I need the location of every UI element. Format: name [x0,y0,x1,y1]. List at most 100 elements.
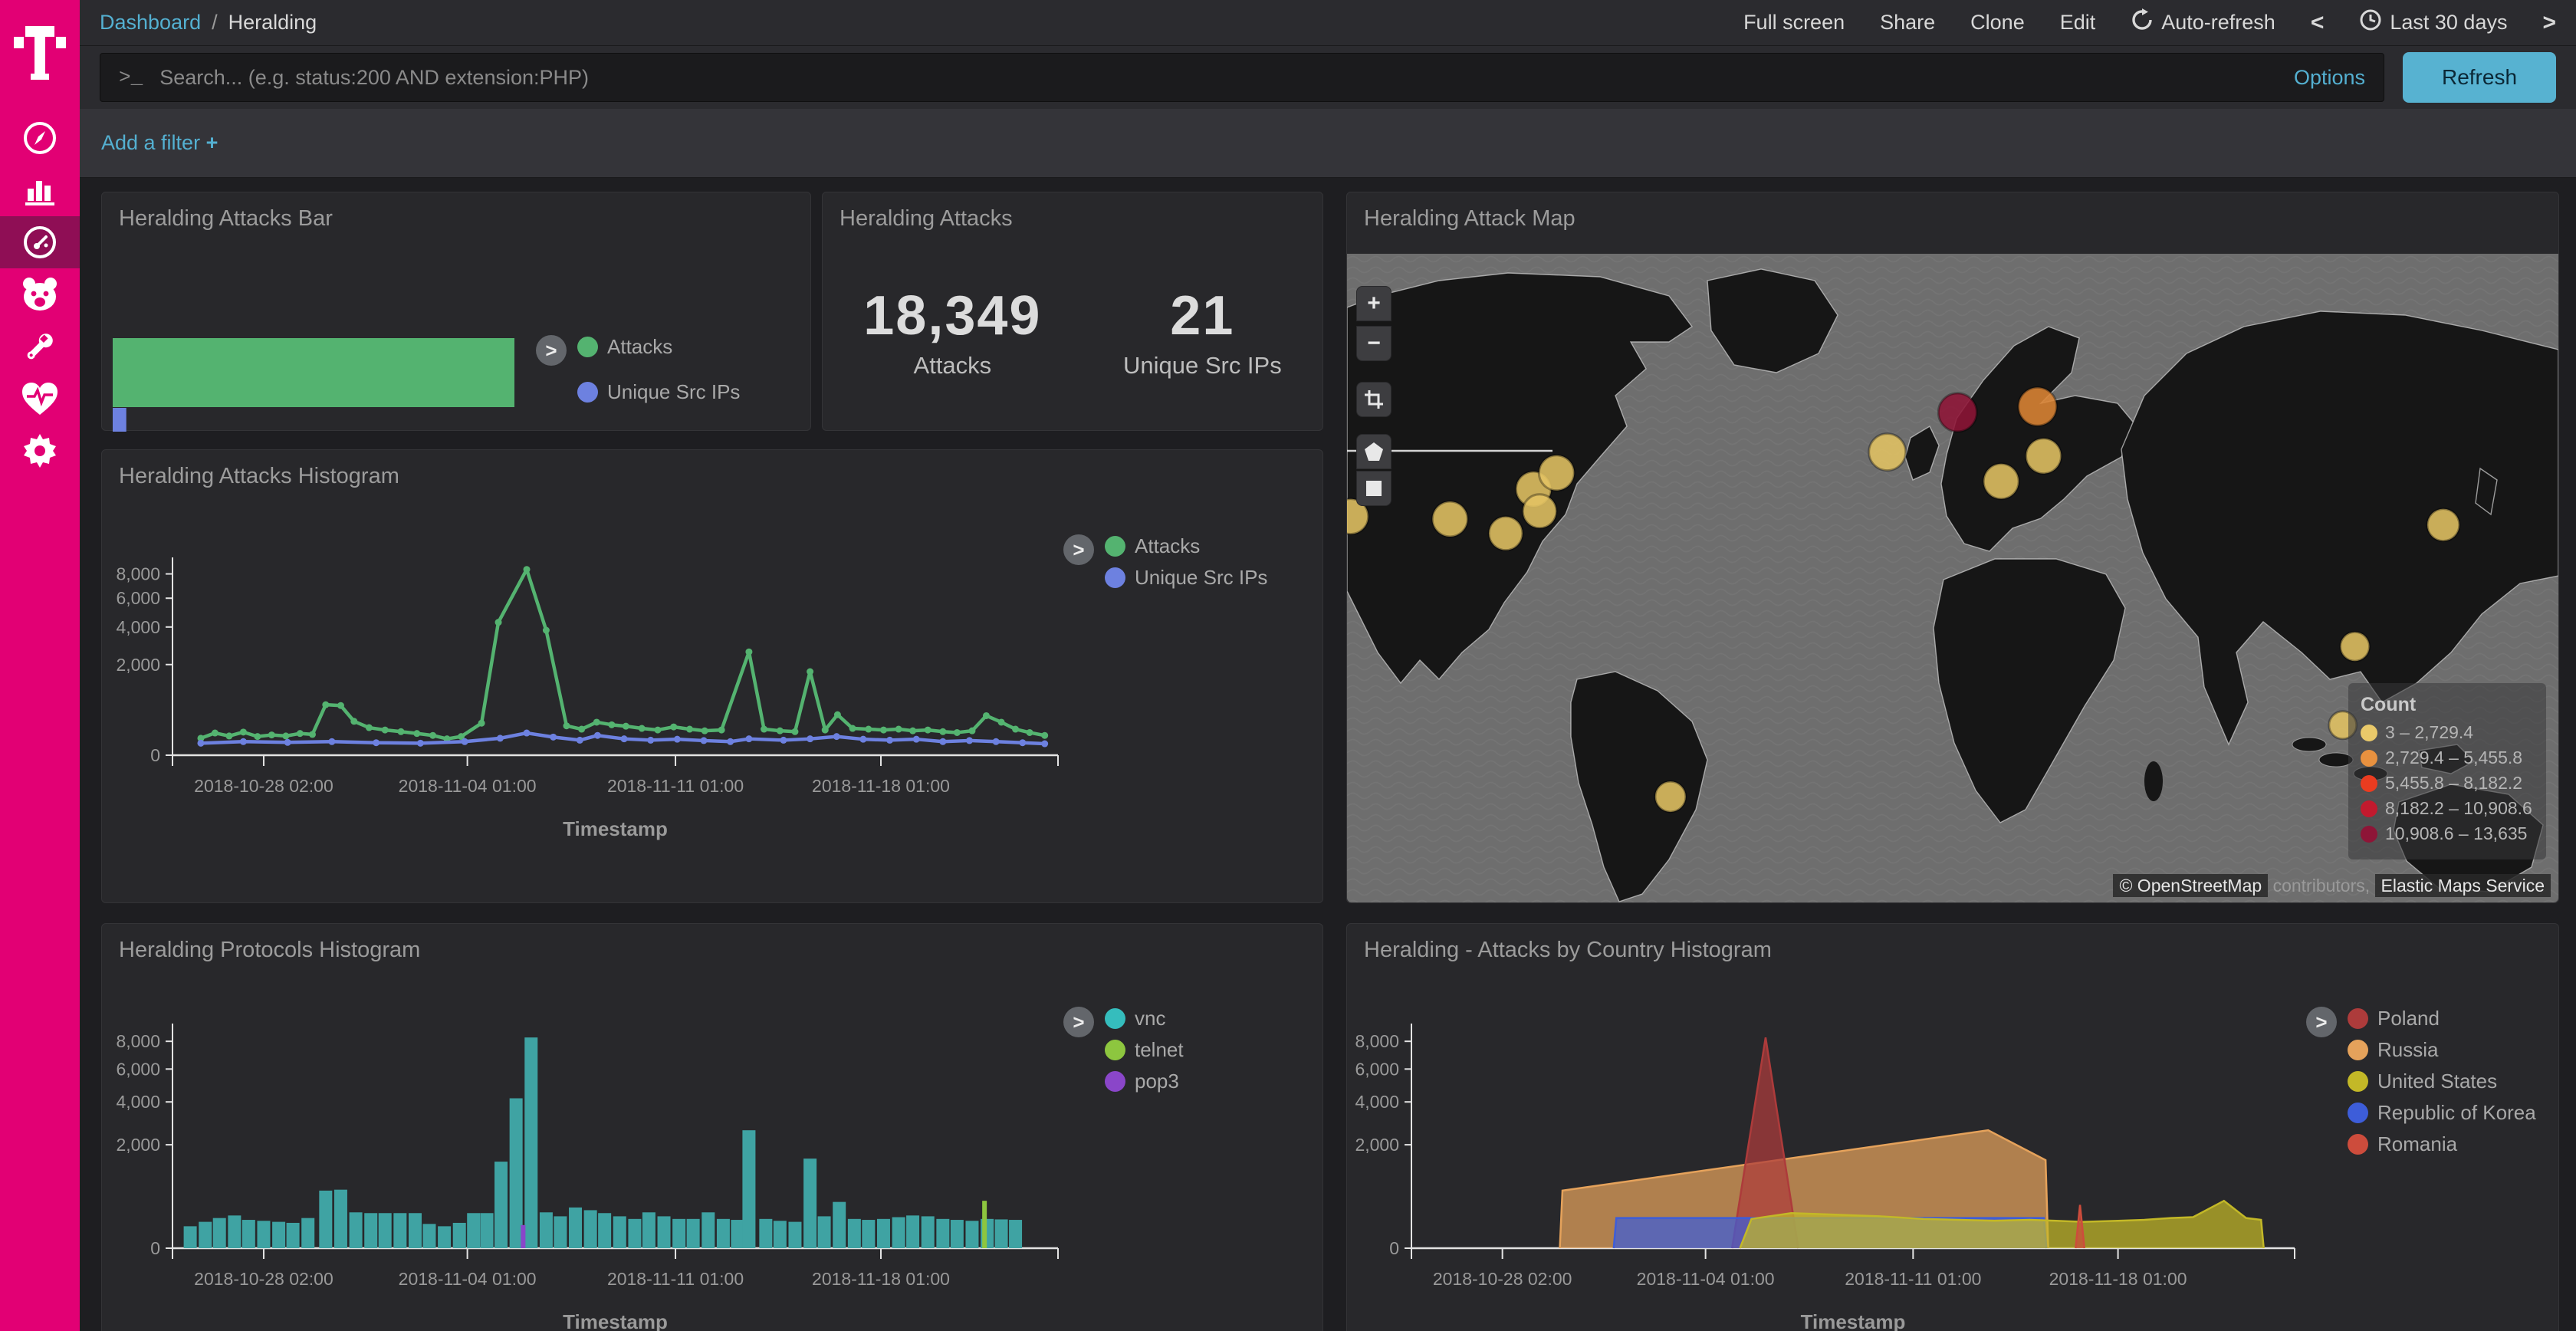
legend-item-unique-src-ips[interactable]: Unique Src IPs [577,380,740,404]
data-point [895,726,902,733]
bar-vnc [453,1223,466,1248]
data-point [578,726,585,733]
svg-text:0: 0 [150,745,160,765]
count-legend-title: Count [2361,694,2534,716]
breadcrumb-dashboard-link[interactable]: Dashboard [100,11,201,35]
bar-vnc [598,1213,611,1248]
sidebar-item-monitoring[interactable] [0,373,80,425]
options-link[interactable]: Options [2294,66,2365,90]
data-point [594,732,601,739]
auto-refresh-button[interactable]: Auto-refresh [2131,8,2275,37]
data-point [382,727,389,734]
clone-button[interactable]: Clone [1970,11,2025,35]
legend-item-republic-of-korea[interactable]: Republic of Korea [2348,1101,2536,1125]
search-input[interactable] [159,66,2279,90]
share-button[interactable]: Share [1880,11,1935,35]
svg-text:Timestamp: Timestamp [1801,1310,1906,1331]
data-point [822,727,829,734]
time-range-button[interactable]: Last 30 days [2359,8,2507,37]
attacks-metric: 18,349 Attacks [863,284,1041,380]
legend-collapse-icon[interactable]: > [1063,1007,1094,1037]
bar-vnc [393,1213,406,1248]
legend-label: Attacks [1135,534,1200,558]
time-range-label: Last 30 days [2390,11,2507,35]
bar-vnc [613,1216,626,1248]
svg-text:2018-11-04 01:00: 2018-11-04 01:00 [399,1269,537,1289]
svg-text:2018-11-04 01:00: 2018-11-04 01:00 [399,776,537,796]
data-point [337,702,344,709]
attribution-text: contributors, [2268,876,2374,896]
svg-text:8,000: 8,000 [116,1031,160,1051]
svg-text:0: 0 [1389,1238,1399,1258]
unique-ips-metric: 21 Unique Src IPs [1123,284,1282,380]
legend-color-dot [2348,1071,2368,1092]
data-point [745,735,752,742]
attack-bubble [2341,632,2370,661]
legend-item-unique-src-ips[interactable]: Unique Src IPs [1105,566,1267,590]
bar-vnc [228,1215,241,1248]
map-polygon-button[interactable] [1356,434,1392,469]
legend-item-poland[interactable]: Poland [2348,1007,2536,1030]
full-screen-button[interactable]: Full screen [1743,11,1845,35]
gauge-icon [21,224,58,261]
map-rectangle-button[interactable] [1356,471,1392,506]
bar-vnc [803,1158,816,1248]
bar-vnc [438,1226,451,1248]
legend-item-romania[interactable]: Romania [2348,1132,2536,1156]
svg-text:2018-11-04 01:00: 2018-11-04 01:00 [1637,1269,1775,1289]
sidebar-item-visualize[interactable] [0,164,80,216]
bar-vnc [658,1216,671,1248]
bar-vnc [524,1037,537,1248]
sidebar-item-management[interactable] [0,425,80,477]
sidebar-item-dashboard[interactable] [0,216,80,268]
osm-attribution-link[interactable]: © OpenStreetMap [2113,874,2268,897]
legend-color-dot [2348,1134,2368,1155]
data-point [791,728,798,735]
bar-vnc [213,1218,226,1248]
data-point [417,740,424,747]
data-point [254,733,261,740]
svg-text:6,000: 6,000 [116,588,160,608]
world-attack-map[interactable]: +−Count3 – 2,729.42,729.4 – 5,455.85,455… [1347,254,2558,902]
attack-bubble [1938,393,1976,432]
map-fit-button[interactable] [1356,382,1392,417]
gear-icon [21,432,58,469]
attack-bubble [1869,434,1906,471]
ems-attribution-link[interactable]: Elastic Maps Service [2375,874,2551,897]
legend-item-vnc[interactable]: vnc [1105,1007,1184,1030]
sidebar-item-tpot[interactable] [0,268,80,320]
legend-collapse-icon[interactable]: > [2306,1007,2337,1037]
time-forward-button[interactable]: > [2542,10,2556,36]
protocols-bar-chart: 02,0004,0006,0008,0002018-10-28 02:00201… [102,924,1322,1331]
legend-item-telnet[interactable]: telnet [1105,1038,1184,1062]
legend-item-attacks[interactable]: Attacks [1105,534,1267,558]
legend-item-russia[interactable]: Russia [2348,1038,2536,1062]
map-zoom-in-button[interactable]: + [1356,286,1392,321]
time-back-button[interactable]: < [2311,10,2325,36]
legend-item-pop3[interactable]: pop3 [1105,1070,1184,1093]
legend-item-united-states[interactable]: United States [2348,1070,2536,1093]
map-zoom-out-button[interactable]: − [1356,326,1392,361]
attacks-value: 18,349 [863,284,1041,347]
add-filter-link[interactable]: Add a filter + [101,131,218,155]
bar-vnc [422,1224,435,1248]
bar-vnc [965,1221,978,1248]
data-point [1041,732,1048,739]
t-mobile-logo-icon[interactable] [0,12,80,92]
protocols-bar-svg: 02,0004,0006,0008,0002018-10-28 02:00201… [102,924,1324,1331]
edit-button[interactable]: Edit [2060,11,2096,35]
refresh-button[interactable]: Refresh [2403,52,2556,103]
svg-text:4,000: 4,000 [116,617,160,637]
data-point [939,738,946,745]
data-point [701,737,708,744]
svg-text:2018-10-28 02:00: 2018-10-28 02:00 [1433,1269,1572,1289]
legend-rows: vnc telnet pop3 [1105,1007,1184,1093]
bar-telnet [982,1201,987,1248]
sidebar-item-devtools[interactable] [0,320,80,373]
legend-collapse-icon[interactable]: > [536,335,567,366]
sidebar-item-discover[interactable] [0,112,80,164]
data-point [993,738,1000,745]
legend-item-attacks[interactable]: Attacks [577,335,740,359]
legend-collapse-icon[interactable]: > [1063,534,1094,565]
svg-text:2018-11-11 01:00: 2018-11-11 01:00 [607,776,744,796]
